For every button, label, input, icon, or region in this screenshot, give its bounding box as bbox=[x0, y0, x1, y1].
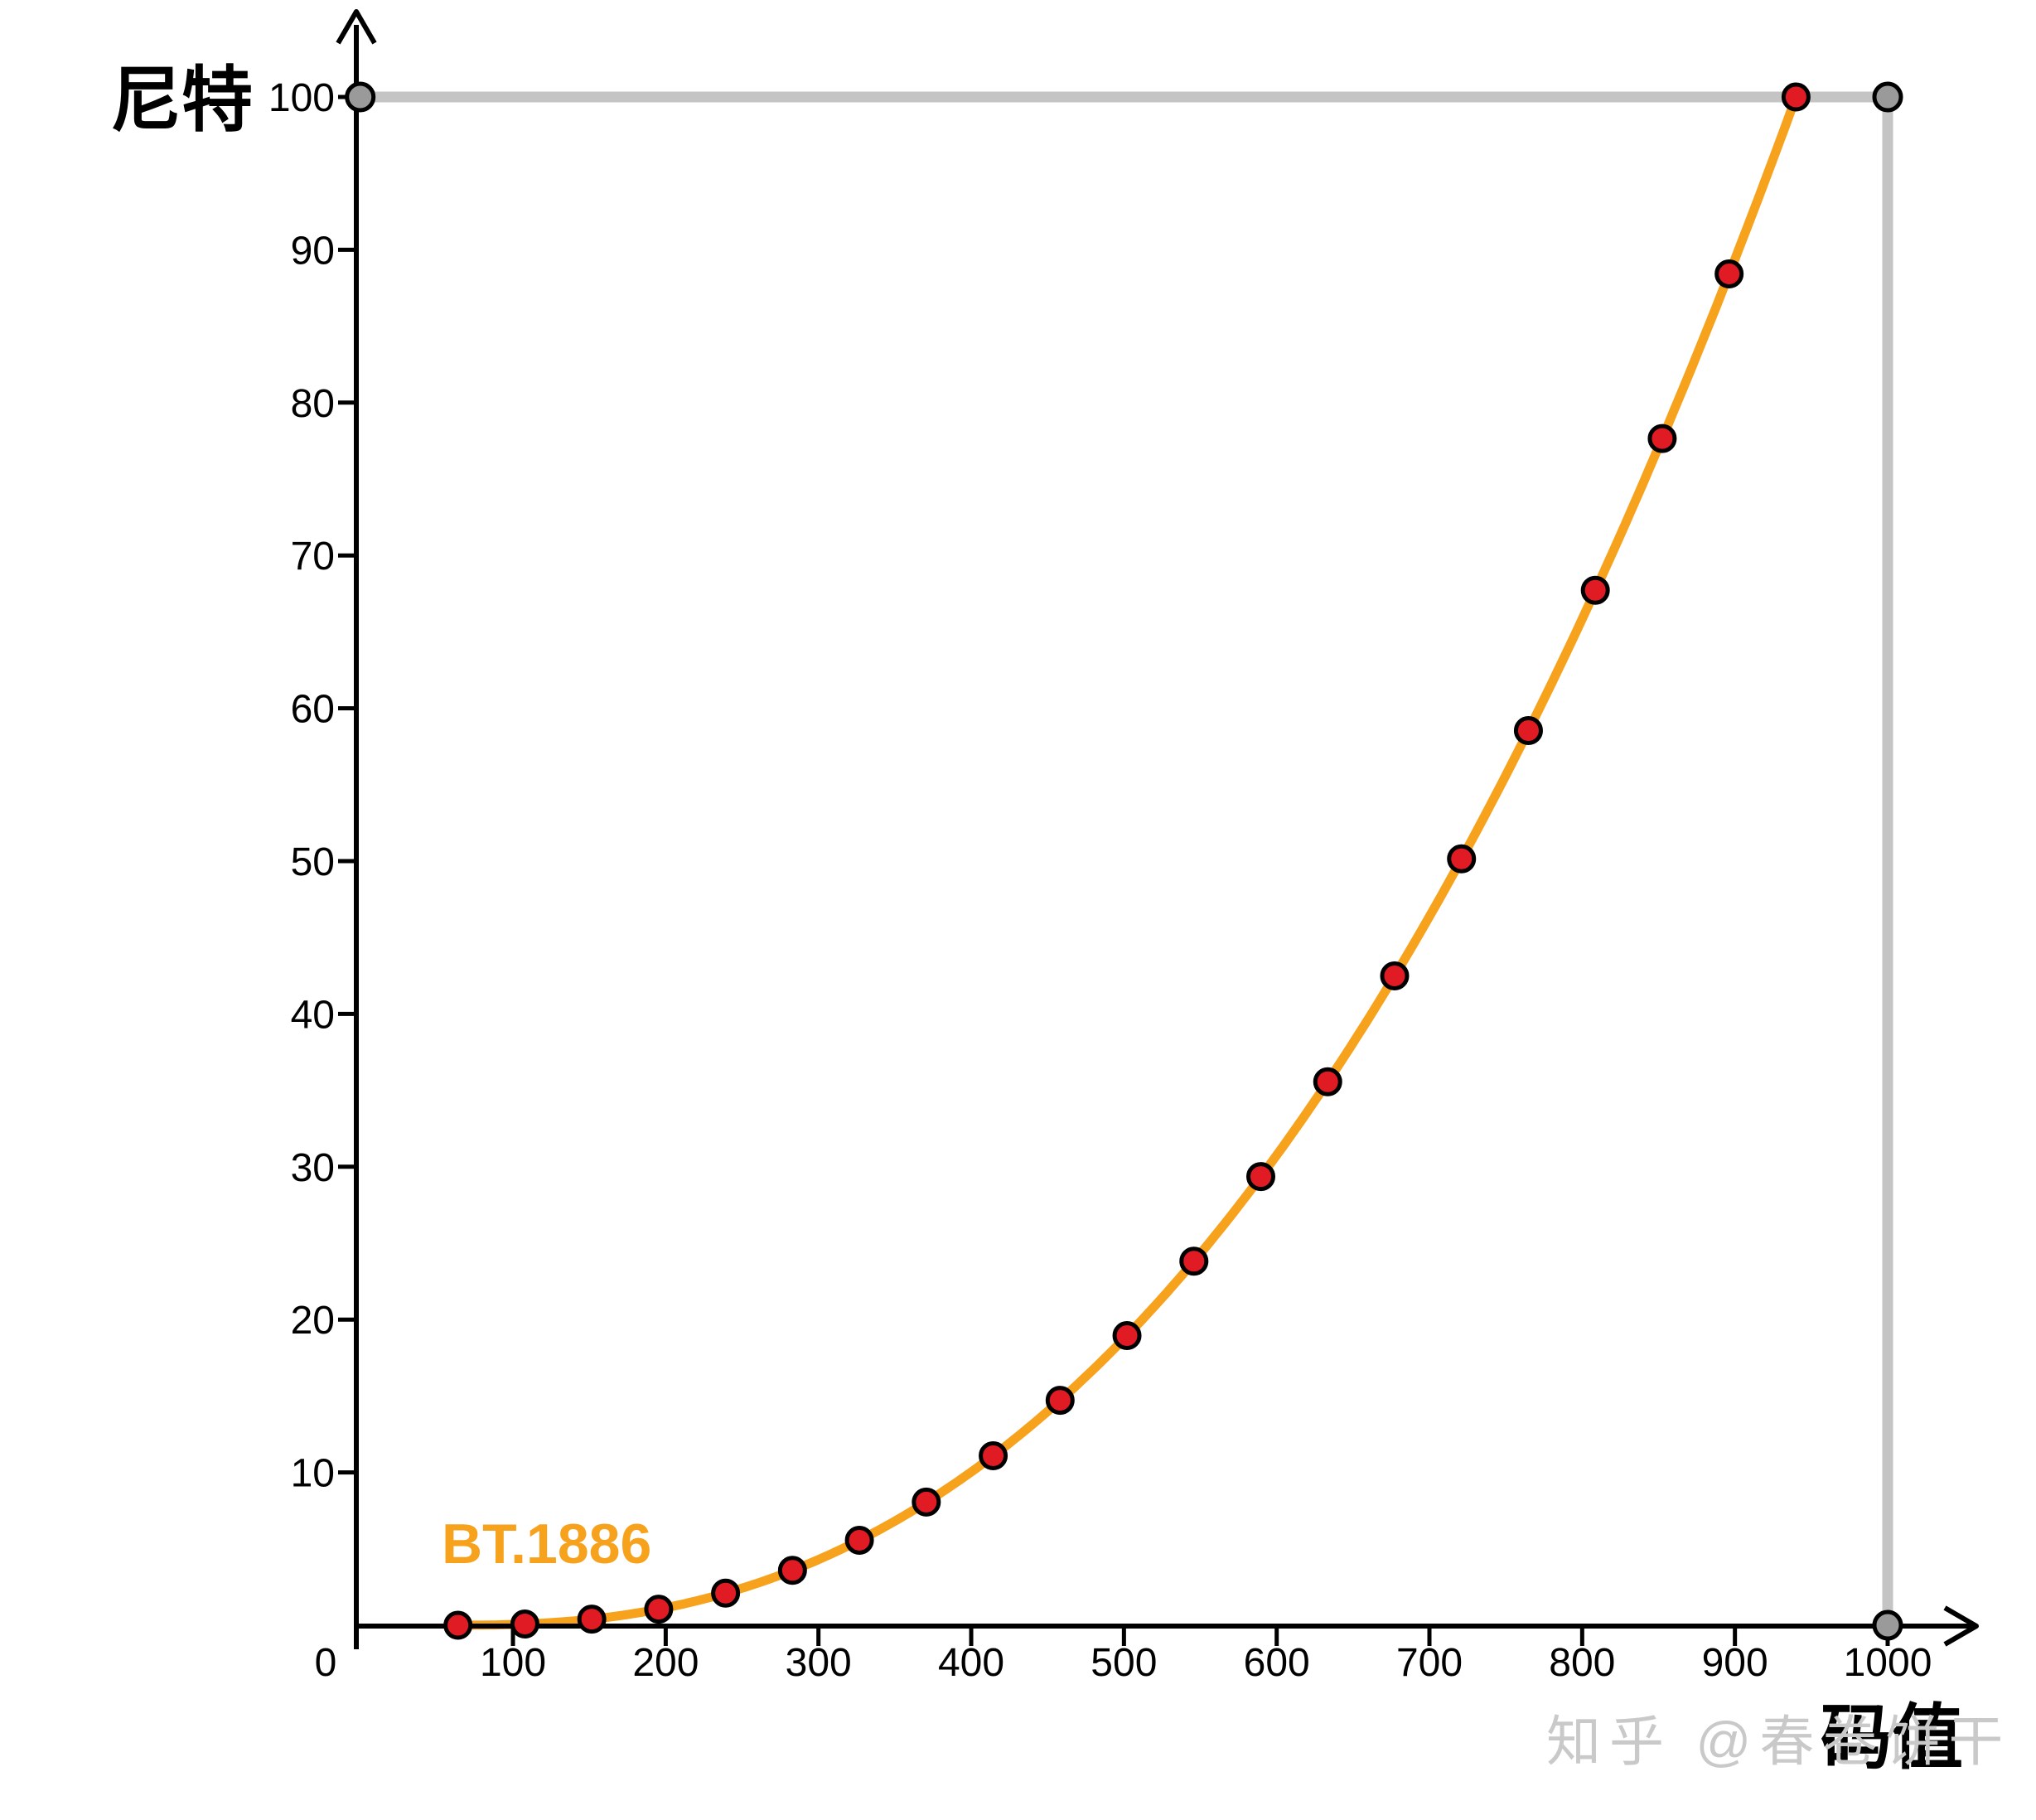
data-point bbox=[1647, 424, 1677, 453]
data-point bbox=[979, 1441, 1008, 1471]
reference-dot bbox=[345, 81, 376, 113]
reference-dots bbox=[345, 81, 1903, 1641]
data-point bbox=[644, 1595, 674, 1624]
x-tick-label: 900 bbox=[1702, 1641, 1768, 1685]
x-tick-label: 500 bbox=[1091, 1641, 1157, 1685]
y-tick-label: 60 bbox=[291, 688, 335, 732]
y-axis-ticks: 10 20 30 40 50 60 70 80 90 100 bbox=[268, 76, 356, 1496]
x-axis-ticks: 0 100 200 300 400 500 600 700 800 900 1000 bbox=[315, 1626, 1932, 1685]
data-point bbox=[1313, 1067, 1342, 1096]
data-point bbox=[1781, 82, 1811, 112]
y-tick-label: 90 bbox=[291, 229, 335, 273]
axes bbox=[336, 9, 1979, 1649]
y-tick-label: 10 bbox=[291, 1452, 335, 1496]
x-tick-label: 300 bbox=[786, 1641, 852, 1685]
x-tick-label: 800 bbox=[1549, 1641, 1615, 1685]
data-point bbox=[1380, 961, 1410, 990]
curve-label: BT.1886 bbox=[442, 1513, 651, 1576]
y-tick-label: 40 bbox=[291, 993, 335, 1037]
data-point bbox=[711, 1578, 741, 1608]
x-tick-label: 1000 bbox=[1844, 1641, 1932, 1685]
data-point bbox=[1714, 259, 1744, 289]
y-tick-label: 70 bbox=[291, 535, 335, 578]
data-point bbox=[777, 1556, 807, 1585]
data-point bbox=[1447, 844, 1477, 874]
data-point bbox=[1112, 1321, 1142, 1351]
y-axis-arrow-icon bbox=[336, 9, 377, 45]
y-tick-label: 20 bbox=[291, 1299, 335, 1343]
data-point bbox=[912, 1487, 941, 1517]
x-axis-arrow-icon bbox=[1943, 1605, 1979, 1647]
data-point bbox=[1580, 575, 1610, 605]
data-point bbox=[1045, 1386, 1075, 1416]
data-point bbox=[1513, 716, 1543, 746]
watermark: 知乎 @春卷饼干 bbox=[1546, 1711, 2011, 1772]
bt1886-curve bbox=[453, 92, 1801, 1630]
data-point bbox=[1246, 1162, 1276, 1192]
data-point bbox=[443, 1610, 473, 1640]
reference-line-path bbox=[360, 91, 1893, 1627]
data-point bbox=[577, 1605, 607, 1634]
x-tick-label: 0 bbox=[315, 1641, 337, 1685]
data-point bbox=[510, 1609, 539, 1639]
x-tick-label: 600 bbox=[1244, 1641, 1310, 1685]
data-point bbox=[844, 1525, 874, 1555]
x-tick-label: 200 bbox=[632, 1641, 699, 1685]
reference-lines bbox=[360, 91, 1893, 1627]
x-tick-label: 400 bbox=[938, 1641, 1004, 1685]
data-point bbox=[1179, 1246, 1209, 1276]
y-tick-label: 50 bbox=[291, 840, 335, 884]
y-axis-title: 尼特 bbox=[110, 61, 253, 140]
y-tick-label: 80 bbox=[291, 382, 335, 426]
y-tick-label: 100 bbox=[268, 76, 335, 120]
x-tick-label: 700 bbox=[1396, 1641, 1463, 1685]
data-points bbox=[443, 82, 1811, 1640]
reference-dot bbox=[1872, 81, 1903, 113]
x-tick-label: 100 bbox=[480, 1641, 546, 1685]
reference-dot bbox=[1872, 1609, 1903, 1641]
x-axis-title: 码值 bbox=[1821, 1698, 1963, 1778]
y-tick-label: 30 bbox=[291, 1146, 335, 1190]
